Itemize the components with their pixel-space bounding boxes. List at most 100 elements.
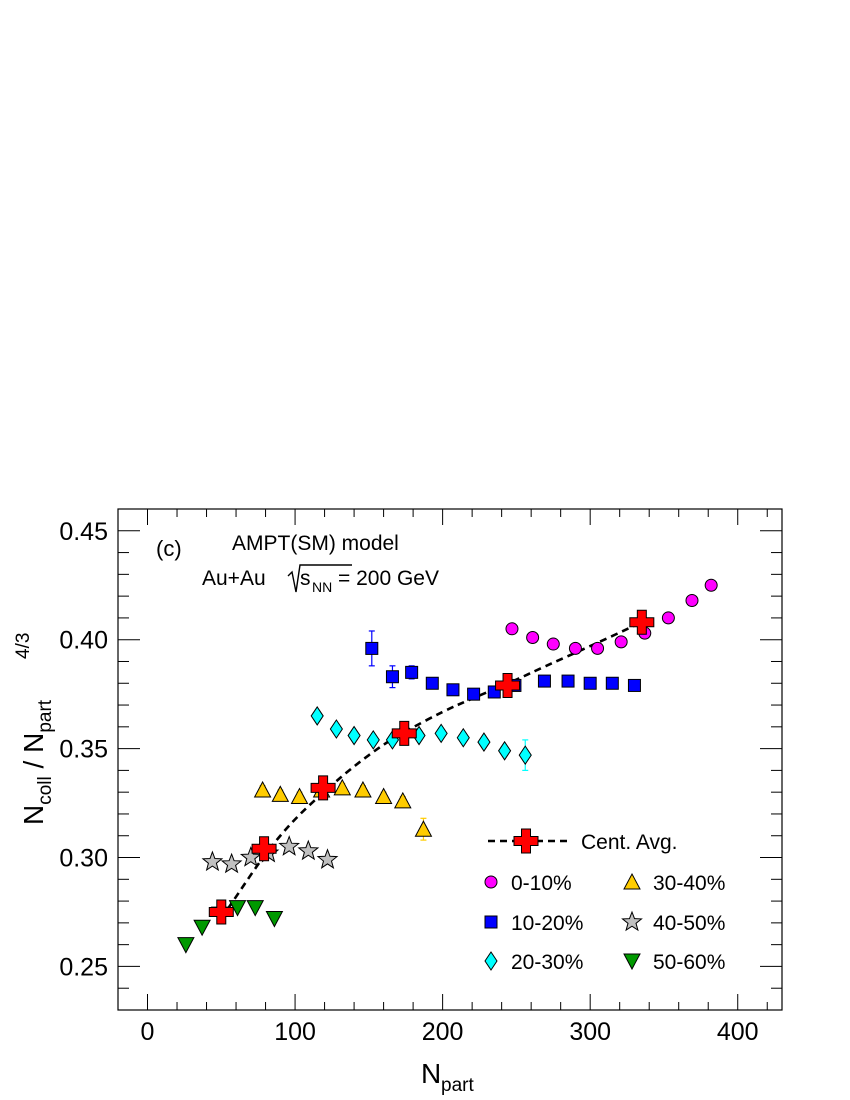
y-label-num-base: N [18, 805, 49, 825]
y-label-den-sub: part [35, 699, 56, 732]
legend-label: 0-10% [511, 872, 572, 895]
y-label-den-sup: 4/3 [13, 633, 34, 659]
legend-label: Cent. Avg. [581, 831, 678, 854]
y-label-den-base: N [18, 733, 49, 753]
system-label-prefix: Au+Au [202, 567, 266, 590]
legend-marker-50-60 [623, 953, 641, 971]
data-point-10-20 [561, 674, 575, 688]
data-point-10-20 [537, 674, 551, 688]
data-point-30-40 [290, 787, 309, 805]
model-label: AMPT(SM) model [232, 532, 399, 555]
legend-label: 30-40% [653, 872, 725, 895]
data-point-0-10 [614, 635, 628, 649]
data-point-30-40 [253, 780, 272, 798]
data-point-20-30 [329, 719, 343, 739]
data-point-cent-avg [251, 836, 277, 862]
data-point-20-30 [477, 732, 491, 752]
data-point-10-20 [467, 687, 481, 701]
data-point-50-60 [246, 900, 265, 917]
legend: Cent. Avg. 0-10% 30-40% 10-20% 40-50% 20-30% 5… [484, 828, 725, 974]
series-20-30 [310, 706, 532, 771]
x-tick-label: 200 [422, 1018, 464, 1046]
y-axis-label: Ncoll / Npart 4/3 [13, 633, 56, 825]
data-point-40-50 [201, 850, 224, 872]
data-point-30-40 [374, 787, 393, 805]
data-point-0-10 [685, 593, 699, 607]
data-point-0-10 [591, 641, 605, 655]
data-point-40-50 [316, 848, 339, 869]
data-point-20-30 [456, 727, 470, 748]
y-tick-label: 0.40 [59, 627, 108, 655]
system-label-suffix: = 200 GeV [338, 567, 439, 590]
data-point-50-60 [193, 919, 211, 937]
data-point-20-30 [347, 725, 361, 746]
y-label-num-sub: coll [35, 776, 56, 805]
data-point-30-40 [354, 780, 372, 798]
data-point-cent-avg [310, 775, 336, 801]
data-point-10-20 [405, 665, 419, 679]
data-marks [177, 578, 718, 954]
legend-label: 10-20% [511, 912, 583, 935]
data-point-30-40 [333, 778, 352, 796]
y-tick-label: 0.25 [59, 953, 108, 981]
axis-tick-labels: 0 100 200 300 400 0.25 0.30 0.35 0.40 0.45 [59, 518, 758, 1046]
series-30-40 [253, 778, 433, 841]
data-point-10-20 [446, 683, 460, 697]
data-point-20-30 [434, 723, 448, 744]
series-40-50 [201, 835, 339, 874]
system-label: Au+Au s NN = 200 GeV [202, 564, 439, 595]
legend-marker-cent-avg [513, 828, 539, 854]
sqrt-radical [287, 564, 352, 593]
data-point-50-60 [265, 911, 284, 928]
data-point-20-30 [310, 706, 324, 726]
data-point-10-20 [425, 676, 439, 690]
data-point-10-20 [627, 678, 641, 692]
data-point-30-40 [271, 785, 290, 802]
data-point-0-10 [546, 637, 560, 651]
y-tick-label: 0.35 [59, 736, 108, 764]
data-point-40-50 [220, 852, 243, 874]
data-point-40-50 [297, 839, 320, 861]
panel-label: (c) [156, 536, 182, 561]
data-point-0-10 [526, 631, 540, 645]
data-point-10-20 [583, 676, 597, 690]
data-point-0-10 [505, 622, 519, 636]
y-tick-label: 0.30 [59, 845, 108, 873]
legend-label: 20-30% [511, 951, 583, 974]
data-point-30-40 [414, 820, 433, 837]
data-point-20-30 [497, 740, 512, 761]
data-point-0-10 [704, 578, 718, 592]
data-point-20-30 [366, 729, 380, 750]
data-point-10-20 [605, 676, 619, 690]
data-point-0-10 [661, 611, 675, 625]
legend-marker-10-20 [484, 915, 498, 929]
legend-marker-20-30 [484, 951, 498, 971]
data-point-20-30 [518, 745, 532, 766]
axis-ticks [118, 508, 782, 1011]
data-point-30-40 [393, 791, 412, 809]
series-cent-avg [208, 609, 655, 925]
legend-label: 40-50% [653, 912, 725, 935]
x-axis-label-sub: part [441, 1075, 474, 1096]
data-point-40-50 [278, 835, 301, 856]
x-axis-label: N part [421, 1058, 474, 1096]
x-axis-label-base: N [421, 1058, 441, 1089]
data-point-cent-avg [208, 899, 234, 925]
system-label-sub: NN [312, 579, 332, 595]
data-point-10-20 [385, 670, 399, 684]
system-label-sqrt: s [300, 567, 311, 590]
y-label-sep: / [18, 753, 49, 776]
series-0-10 [505, 578, 718, 655]
data-point-10-20 [365, 641, 379, 655]
data-point-40-50 [239, 846, 262, 867]
svg-text:Ncoll / Npart: Ncoll / Npart [18, 699, 56, 825]
data-point-cent-avg [495, 672, 521, 698]
y-tick-label: 0.45 [59, 518, 108, 546]
data-point-0-10 [568, 641, 582, 655]
data-point-50-60 [177, 937, 195, 954]
x-tick-label: 100 [274, 1018, 316, 1046]
legend-label: 50-60% [653, 951, 725, 974]
plot-frame [117, 508, 783, 1011]
x-tick-label: 300 [569, 1018, 611, 1046]
